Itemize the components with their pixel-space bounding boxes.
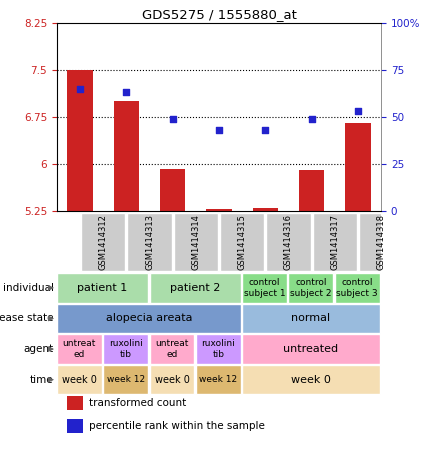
Bar <box>173 212 218 271</box>
Text: ruxolini
tib: ruxolini tib <box>109 339 143 359</box>
Bar <box>67 419 83 433</box>
Text: percentile rank within the sample: percentile rank within the sample <box>89 421 265 431</box>
Bar <box>206 209 232 212</box>
Text: GSM1414318: GSM1414318 <box>377 214 385 270</box>
Bar <box>57 273 148 303</box>
Bar <box>57 304 241 333</box>
Text: GSM1414314: GSM1414314 <box>191 214 200 270</box>
Text: time: time <box>30 375 54 385</box>
Bar <box>103 334 148 364</box>
Bar <box>242 365 380 395</box>
Bar <box>57 365 102 395</box>
Point <box>354 108 361 115</box>
Bar <box>103 365 148 395</box>
Title: GDS5275 / 1555880_at: GDS5275 / 1555880_at <box>141 9 297 21</box>
Bar <box>335 273 380 303</box>
Point <box>262 126 269 134</box>
Text: GSM1414315: GSM1414315 <box>238 214 247 270</box>
Text: transformed count: transformed count <box>89 398 187 408</box>
Text: control
subject 1: control subject 1 <box>244 278 286 298</box>
Bar <box>57 334 102 364</box>
Text: GSM1414317: GSM1414317 <box>330 214 339 270</box>
Text: control
subject 2: control subject 2 <box>290 278 332 298</box>
Bar <box>149 273 241 303</box>
Text: GSM1414313: GSM1414313 <box>145 214 154 270</box>
Text: untreated: untreated <box>283 344 339 354</box>
Bar <box>67 396 83 410</box>
Point <box>308 115 315 122</box>
Text: ruxolini
tib: ruxolini tib <box>201 339 235 359</box>
Bar <box>149 334 194 364</box>
Bar <box>242 304 380 333</box>
Bar <box>81 212 125 271</box>
Text: normal: normal <box>291 313 331 323</box>
Text: GSM1414316: GSM1414316 <box>284 214 293 270</box>
Bar <box>313 212 357 271</box>
Point <box>169 115 176 122</box>
Bar <box>242 334 380 364</box>
Bar <box>196 334 241 364</box>
Text: disease state: disease state <box>0 313 54 323</box>
Bar <box>114 101 139 212</box>
Bar <box>127 212 172 271</box>
Text: control
subject 3: control subject 3 <box>336 278 378 298</box>
Bar <box>289 273 333 303</box>
Text: week 12: week 12 <box>199 375 237 384</box>
Bar <box>266 212 311 271</box>
Bar <box>345 123 371 212</box>
Bar <box>220 212 265 271</box>
Text: week 0: week 0 <box>155 375 190 385</box>
Text: individual: individual <box>3 283 54 293</box>
Text: GSM1414312: GSM1414312 <box>99 214 108 270</box>
Bar <box>160 169 185 212</box>
Point <box>123 89 130 96</box>
Bar <box>299 170 324 212</box>
Bar <box>149 365 194 395</box>
Bar <box>359 212 403 271</box>
Text: untreat
ed: untreat ed <box>155 339 189 359</box>
Text: untreat
ed: untreat ed <box>63 339 96 359</box>
Bar <box>67 70 93 212</box>
Text: agent: agent <box>24 344 54 354</box>
Text: patient 1: patient 1 <box>78 283 127 293</box>
Bar <box>242 273 287 303</box>
Text: week 0: week 0 <box>291 375 331 385</box>
Text: week 0: week 0 <box>62 375 97 385</box>
Bar <box>196 365 241 395</box>
Text: patient 2: patient 2 <box>170 283 220 293</box>
Point <box>215 126 223 134</box>
Bar <box>253 208 278 212</box>
Point <box>77 85 84 92</box>
Text: alopecia areata: alopecia areata <box>106 313 192 323</box>
Text: week 12: week 12 <box>106 375 145 384</box>
